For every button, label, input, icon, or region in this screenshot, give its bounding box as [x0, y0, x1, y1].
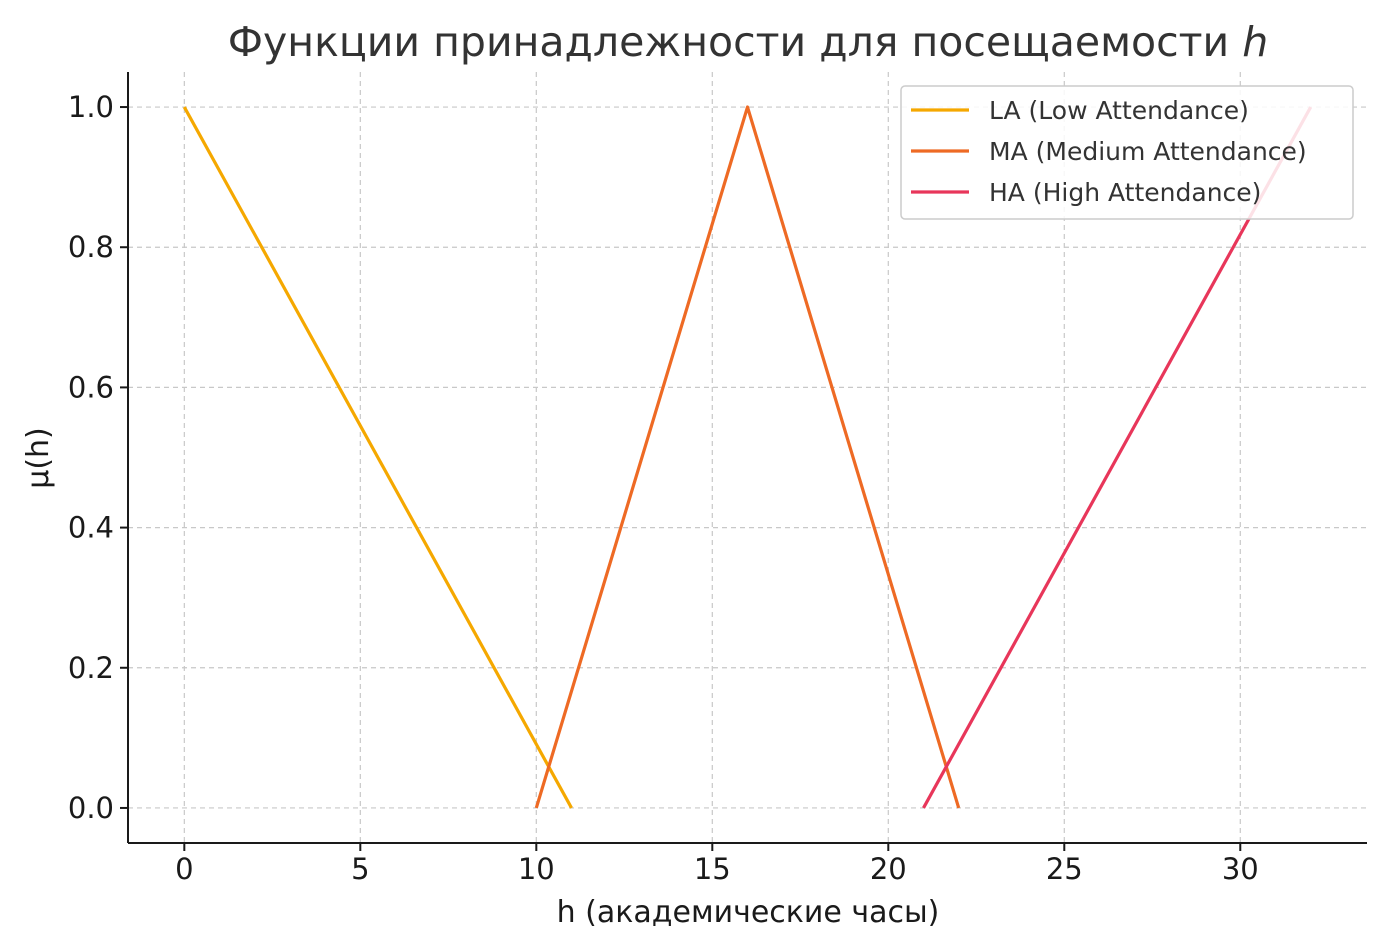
legend-label-ha: HA (High Attendance) — [989, 178, 1261, 207]
x-tick-label: 0 — [175, 852, 193, 886]
y-tick-label: 0.8 — [68, 230, 114, 264]
legend-label-ma: MA (Medium Attendance) — [989, 137, 1307, 166]
y-tick-label: 0.2 — [68, 651, 114, 685]
series-line-ma — [534, 105, 961, 809]
series-line-la — [182, 106, 573, 809]
x-tick-label: 10 — [518, 852, 555, 886]
y-axis-label: μ(h) — [21, 427, 56, 489]
legend: LA (Low Attendance) MA (Medium Attendance… — [900, 85, 1354, 220]
x-tick-label: 25 — [1046, 852, 1083, 886]
y-tick-label: 1.0 — [68, 90, 114, 124]
series-layer — [182, 105, 1313, 809]
y-tick-label: 0.4 — [68, 511, 114, 545]
x-ticks: 0 5 10 15 20 25 30 — [175, 843, 1259, 886]
y-tick-label: 0.6 — [68, 370, 114, 404]
x-tick-label: 15 — [694, 852, 731, 886]
x-axis-label: h (академические часы) — [557, 895, 940, 930]
x-tick-label: 20 — [870, 852, 907, 886]
x-tick-label: 5 — [351, 852, 369, 886]
chart-title-variable: h — [1242, 18, 1268, 66]
x-tick-label: 30 — [1222, 852, 1259, 886]
chart-title: Функции принадлежности для посещаемости … — [228, 18, 1268, 66]
y-tick-label: 0.0 — [68, 791, 114, 825]
legend-label-la: LA (Low Attendance) — [989, 96, 1249, 125]
y-ticks: 0.0 0.2 0.4 0.6 0.8 1.0 — [68, 90, 128, 825]
legend-box — [900, 85, 1354, 220]
series-line-ha — [922, 106, 1313, 809]
